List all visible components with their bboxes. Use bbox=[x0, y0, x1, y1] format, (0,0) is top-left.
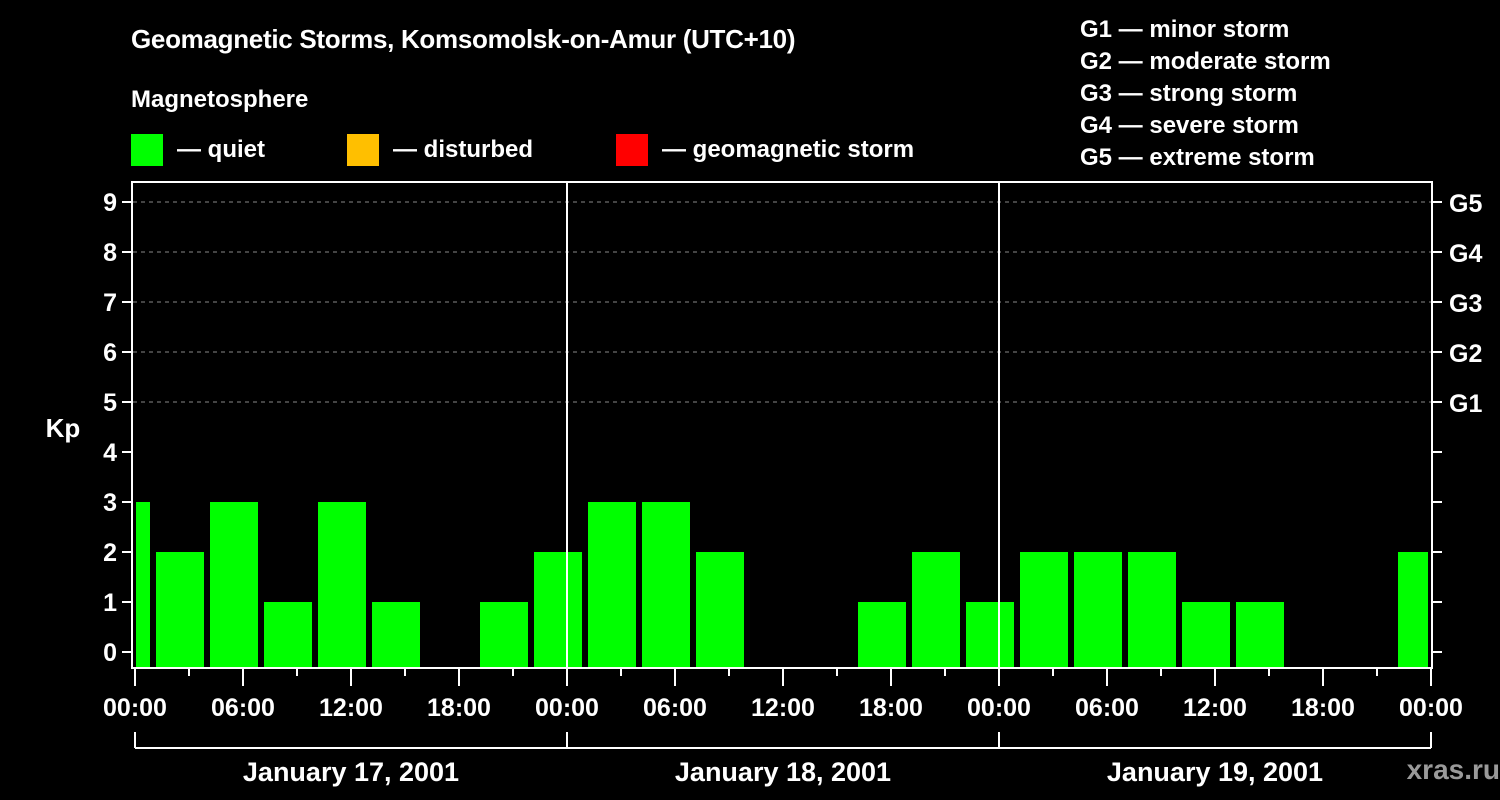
kp-bar bbox=[966, 602, 1014, 667]
x-tick-label: 00:00 bbox=[535, 694, 599, 722]
kp-bar bbox=[264, 602, 312, 667]
kp-bar bbox=[1020, 552, 1068, 667]
y-tick-label: 5 bbox=[103, 389, 117, 417]
kp-bar bbox=[1074, 552, 1122, 667]
quiet-swatch bbox=[131, 134, 163, 166]
x-tick-label: 12:00 bbox=[319, 694, 383, 722]
grid-lines bbox=[133, 201, 1431, 403]
kp-bar bbox=[1236, 602, 1284, 667]
x-tick-label: 18:00 bbox=[859, 694, 923, 722]
kp-bar bbox=[912, 552, 960, 667]
x-tick-label: 18:00 bbox=[1291, 694, 1355, 722]
date-label: January 17, 2001 bbox=[243, 757, 459, 787]
x-tick-label: 00:00 bbox=[1399, 694, 1463, 722]
storm-scale-g5: G5 — extreme storm bbox=[1080, 144, 1315, 171]
kp-bar bbox=[696, 552, 744, 667]
kp-bar bbox=[318, 502, 366, 667]
kp-bar bbox=[858, 602, 906, 667]
y-tick-label: 9 bbox=[103, 189, 117, 217]
watermark: xras.ru bbox=[1406, 754, 1500, 785]
x-tick-label: 18:00 bbox=[427, 694, 491, 722]
storm-level-axis: G1 G2 G3 G4 G5 bbox=[1432, 190, 1482, 653]
legend-item-storm: — geomagnetic storm bbox=[616, 134, 914, 166]
kp-bar bbox=[1128, 552, 1176, 667]
x-tick-label: 06:00 bbox=[643, 694, 707, 722]
y-tick-label: 4 bbox=[103, 439, 117, 467]
y-axis-label: Kp bbox=[46, 413, 81, 443]
y-tick-label: 2 bbox=[103, 539, 117, 567]
y-axis: 0 1 2 3 4 5 6 7 8 9 bbox=[103, 189, 132, 667]
x-tick-label: 06:00 bbox=[1075, 694, 1139, 722]
storm-level-label: G3 bbox=[1449, 290, 1482, 318]
legend-label-quiet: — quiet bbox=[177, 136, 265, 163]
y-tick-label: 3 bbox=[103, 489, 117, 517]
kp-bar bbox=[1182, 602, 1230, 667]
y-tick-label: 0 bbox=[103, 639, 117, 667]
y-tick-label: 8 bbox=[103, 239, 117, 267]
storm-swatch bbox=[616, 134, 648, 166]
kp-bar bbox=[534, 552, 582, 667]
storm-level-label: G4 bbox=[1449, 240, 1482, 268]
x-tick-label: 12:00 bbox=[751, 694, 815, 722]
y-tick-label: 6 bbox=[103, 339, 117, 367]
x-tick-label: 00:00 bbox=[103, 694, 167, 722]
date-labels: January 17, 2001 January 18, 2001 January … bbox=[134, 732, 1432, 787]
storm-scale-g3: G3 — strong storm bbox=[1080, 80, 1298, 107]
storm-level-label: G5 bbox=[1449, 190, 1482, 218]
x-axis: 00:00 06:00 12:00 18:00 00:00 06:00 12:00 18:00… bbox=[103, 668, 1463, 722]
storm-scale-g4: G4 — severe storm bbox=[1080, 112, 1299, 139]
kp-bar bbox=[372, 602, 420, 667]
y-tick-label: 1 bbox=[103, 589, 117, 617]
date-label: January 19, 2001 bbox=[1107, 757, 1323, 787]
storm-scale-g1: G1 — minor storm bbox=[1080, 16, 1290, 43]
storm-level-label: G2 bbox=[1449, 340, 1482, 368]
kp-bar bbox=[210, 502, 258, 667]
y-tick-label: 7 bbox=[103, 289, 117, 317]
legend-label-storm: — geomagnetic storm bbox=[662, 136, 915, 163]
kp-bar bbox=[156, 552, 204, 667]
storm-scale-g2: G2 — moderate storm bbox=[1080, 48, 1331, 75]
kp-bar bbox=[136, 502, 150, 667]
legend-item-disturbed: — disturbed bbox=[347, 134, 533, 166]
legend-label-disturbed: — disturbed bbox=[393, 136, 534, 163]
x-tick-label: 12:00 bbox=[1183, 694, 1247, 722]
x-tick-label: 00:00 bbox=[967, 694, 1031, 722]
storm-level-label: G1 bbox=[1449, 390, 1482, 418]
x-tick-label: 06:00 bbox=[211, 694, 275, 722]
kp-bar bbox=[588, 502, 636, 667]
legend-item-quiet: — quiet bbox=[131, 134, 265, 166]
date-label: January 18, 2001 bbox=[675, 757, 891, 787]
storm-scale-legend: G1 — minor storm G2 — moderate storm G3 … bbox=[1080, 14, 1331, 174]
kp-bar bbox=[1398, 552, 1428, 667]
legend-heading: Magnetosphere bbox=[131, 86, 309, 113]
kp-bar bbox=[480, 602, 528, 667]
disturbed-swatch bbox=[347, 134, 379, 166]
kp-bar bbox=[642, 502, 690, 667]
chart-title: Geomagnetic Storms, Komsomolsk-on-Amur (… bbox=[131, 24, 796, 54]
kp-bars bbox=[136, 502, 1428, 667]
